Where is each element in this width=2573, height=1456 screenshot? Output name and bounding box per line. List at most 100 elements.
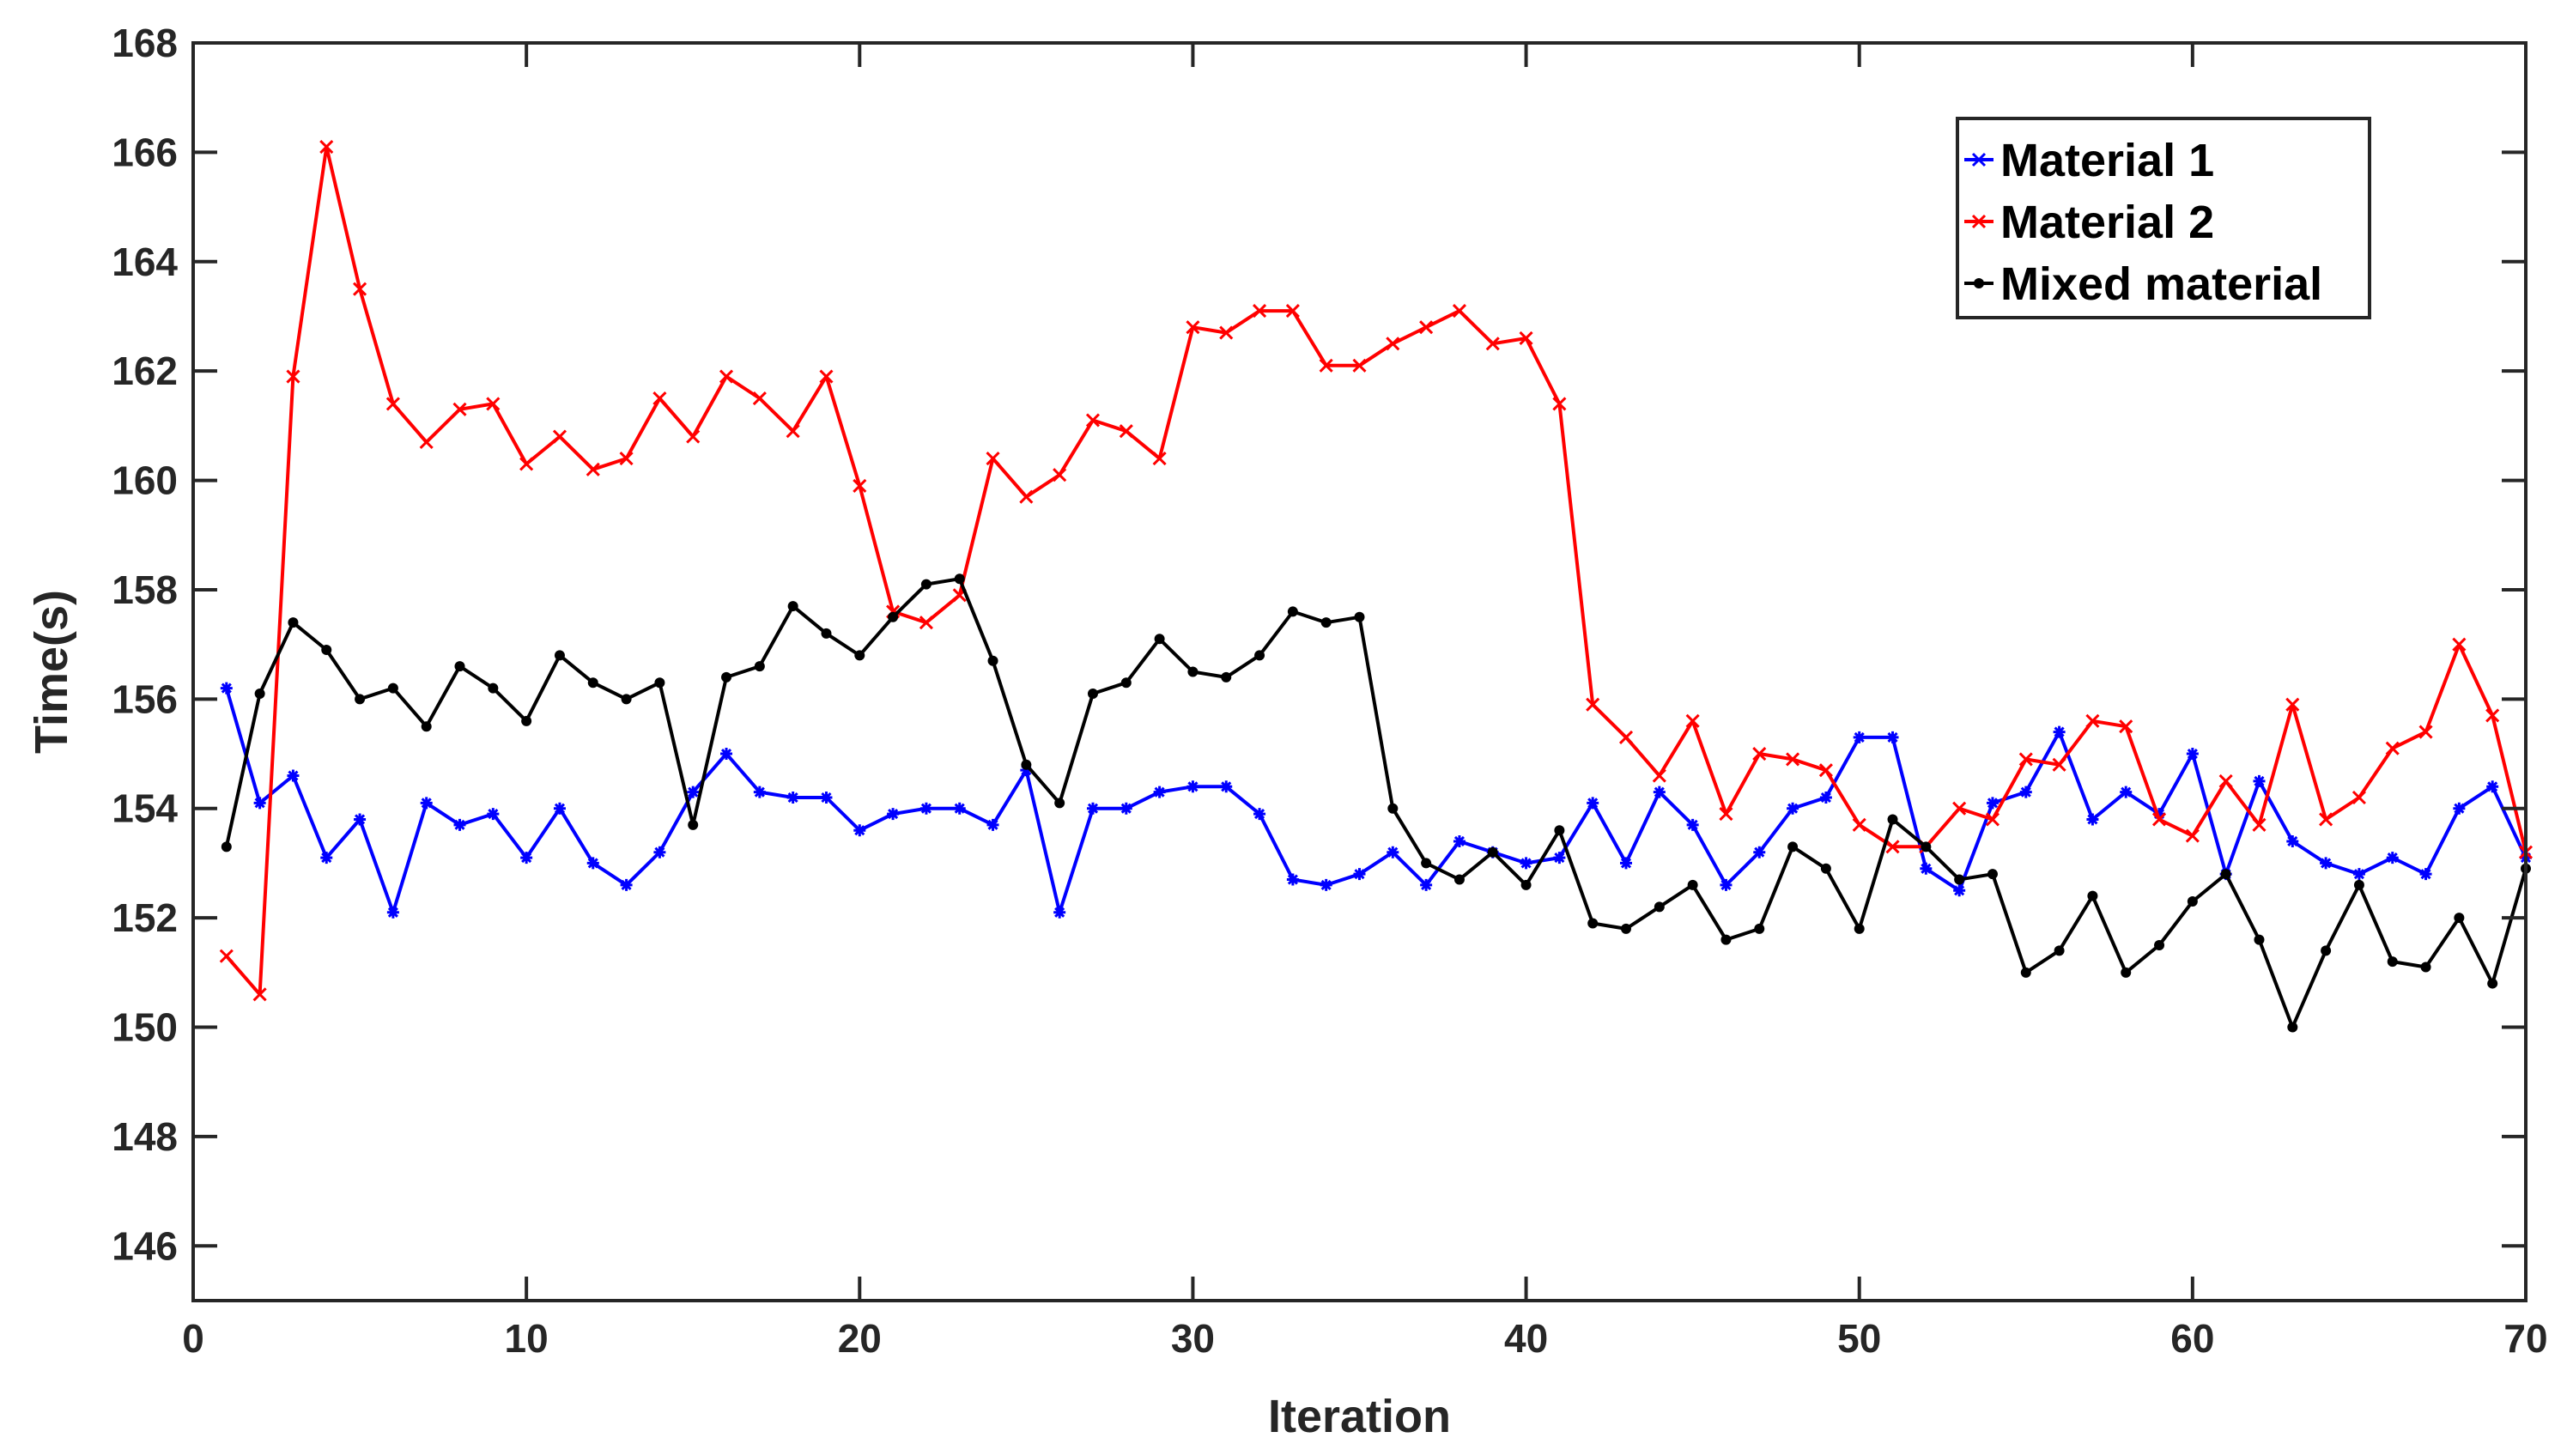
data-point [387, 682, 398, 694]
data-point [554, 650, 565, 661]
data-point [786, 424, 800, 439]
data-point [2052, 757, 2066, 772]
data-point [1686, 818, 1699, 831]
data-point [687, 786, 700, 798]
data-point [1485, 337, 1500, 351]
x-tick-label: 20 [838, 1316, 882, 1361]
data-point [1754, 923, 1765, 934]
data-point [1387, 846, 1399, 858]
data-point [1553, 852, 1566, 864]
data-point [586, 857, 599, 870]
data-point [2353, 879, 2364, 890]
data-point [686, 429, 701, 444]
data-point [1320, 878, 1332, 891]
data-point [488, 682, 499, 694]
data-point [1720, 934, 1732, 945]
y-tick-label: 152 [112, 895, 178, 940]
y-tick-label: 148 [112, 1114, 178, 1159]
data-point [752, 391, 767, 406]
data-point [486, 397, 501, 411]
data-point [1120, 802, 1132, 815]
y-tick-label: 156 [112, 676, 178, 721]
legend-label: Material 1 [2000, 135, 2214, 186]
data-point [2452, 637, 2467, 652]
data-point [1520, 879, 1532, 890]
data-point [521, 715, 532, 726]
data-point [853, 824, 866, 837]
data-point [1186, 780, 1199, 793]
data-point [1153, 786, 1166, 798]
data-point [986, 452, 1000, 466]
data-point [2053, 725, 2066, 738]
data-point [1254, 650, 1265, 661]
series-3 [221, 573, 2531, 1033]
data-point [821, 628, 832, 639]
data-point [954, 573, 965, 585]
data-point [1387, 803, 1399, 814]
data-point [986, 818, 999, 831]
series-line [224, 688, 2527, 914]
data-point [2487, 978, 2498, 989]
data-point [1520, 857, 1532, 870]
data-point [1019, 489, 1034, 504]
data-point [2254, 934, 2265, 945]
data-point [1820, 863, 1831, 874]
series-1 [220, 682, 2532, 919]
data-point [453, 818, 466, 831]
data-point [1320, 617, 1332, 628]
data-point [853, 478, 867, 493]
data-point [1353, 868, 1366, 881]
data-point [1552, 397, 1567, 411]
axes-box [191, 41, 2527, 1302]
y-tick-label: 168 [112, 21, 178, 65]
data-point [2120, 786, 2133, 798]
data-point [653, 846, 666, 858]
data-point [620, 878, 633, 891]
data-point [1085, 413, 1101, 428]
data-point [2154, 939, 2165, 950]
data-point [1152, 452, 1167, 466]
data-point [2486, 780, 2499, 793]
data-point [987, 655, 998, 666]
data-point [2151, 812, 2167, 827]
data-point [2085, 713, 2100, 728]
y-axis-label: Time(s) [26, 590, 77, 754]
data-point [1952, 801, 1967, 816]
data-point [553, 802, 566, 815]
data-point [1720, 878, 1733, 891]
data-point [220, 682, 233, 695]
data-point [254, 688, 265, 699]
data-point [1985, 812, 2000, 827]
data-point [1252, 304, 1267, 318]
data-point [2386, 852, 2399, 864]
data-point [2119, 719, 2133, 734]
data-point [2019, 786, 2032, 798]
x-axis-label: Iteration [1268, 1391, 1451, 1442]
x-tick-label: 70 [2503, 1316, 2547, 1361]
data-point [1319, 358, 1333, 373]
data-point [1853, 731, 1866, 743]
y-tick-label: 164 [112, 240, 178, 284]
data-point [286, 369, 300, 384]
data-point [1653, 786, 1666, 798]
data-point [2320, 857, 2333, 870]
series-layer [219, 139, 2534, 1033]
data-point [1419, 320, 1434, 335]
data-point [354, 813, 367, 826]
y-tick-label: 150 [112, 1005, 178, 1050]
data-point [1020, 764, 1033, 777]
data-point [888, 611, 899, 622]
x-tick-label: 10 [505, 1316, 549, 1361]
legend-marker [1971, 152, 1987, 167]
data-point [1120, 677, 1132, 689]
data-point [2485, 708, 2500, 723]
data-point [1053, 906, 1066, 919]
series-2 [219, 139, 2534, 1002]
data-point [786, 792, 799, 804]
data-point [353, 282, 367, 296]
data-point [2387, 956, 2398, 968]
legend-marker [1971, 214, 1987, 229]
data-point [1286, 873, 1299, 886]
data-point [1920, 862, 1933, 875]
